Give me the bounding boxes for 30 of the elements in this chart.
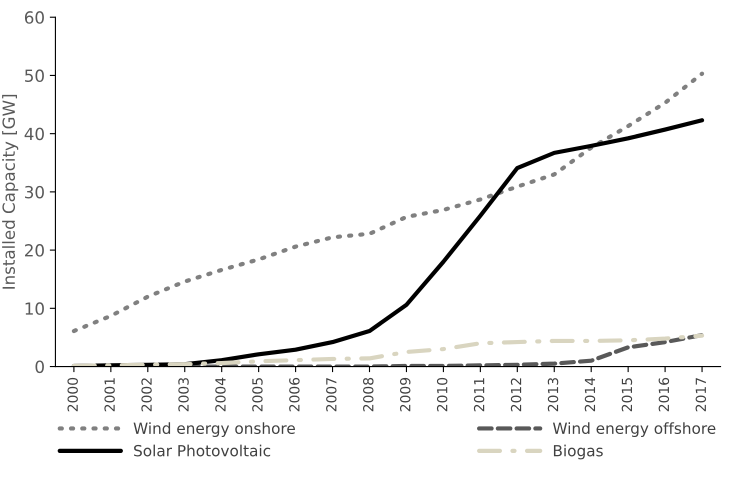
legend-label: Biogas	[554, 444, 603, 460]
x-tick-label: 2007	[326, 378, 337, 412]
x-tick-label: 2012	[510, 378, 522, 412]
x-tick-label: 2014	[584, 378, 596, 412]
x-tick-label: 2004	[215, 378, 226, 412]
y-tick-label: 40	[24, 128, 44, 140]
x-tick-label: 2015	[622, 378, 632, 412]
x-tick-label: 2000	[67, 378, 78, 412]
y-tick-label: 10	[26, 302, 44, 315]
x-tick-label: 2005	[252, 378, 263, 412]
x-tick-label: 2003	[178, 378, 189, 412]
x-tick-label: 2017	[696, 378, 706, 412]
x-tick-label: 2009	[400, 378, 410, 412]
y-tick-label: 30	[25, 186, 44, 198]
legend-label: Wind energy offshore	[552, 422, 716, 437]
y-tick-label: 60	[24, 11, 44, 24]
x-tick-label: 2011	[474, 378, 484, 412]
x-tick-label: 2002	[141, 378, 152, 412]
x-tick-label: 2010	[436, 378, 448, 412]
legend-label: Wind energy onshore	[134, 422, 295, 437]
y-tick-label: 0	[36, 360, 44, 374]
x-tick-label: 2006	[289, 378, 300, 412]
y-tick-label: 20	[25, 244, 44, 257]
x-tick-label: 2016	[658, 378, 670, 412]
legend-label: Solar Photovoltaic	[134, 444, 270, 456]
y-axis-title: Installed Capacity [GW]	[2, 94, 18, 289]
y-tick-label: 50	[25, 69, 44, 82]
x-tick-label: 2013	[548, 378, 558, 412]
x-tick-label: 2008	[363, 378, 374, 412]
x-tick-label: 2001	[104, 378, 115, 412]
